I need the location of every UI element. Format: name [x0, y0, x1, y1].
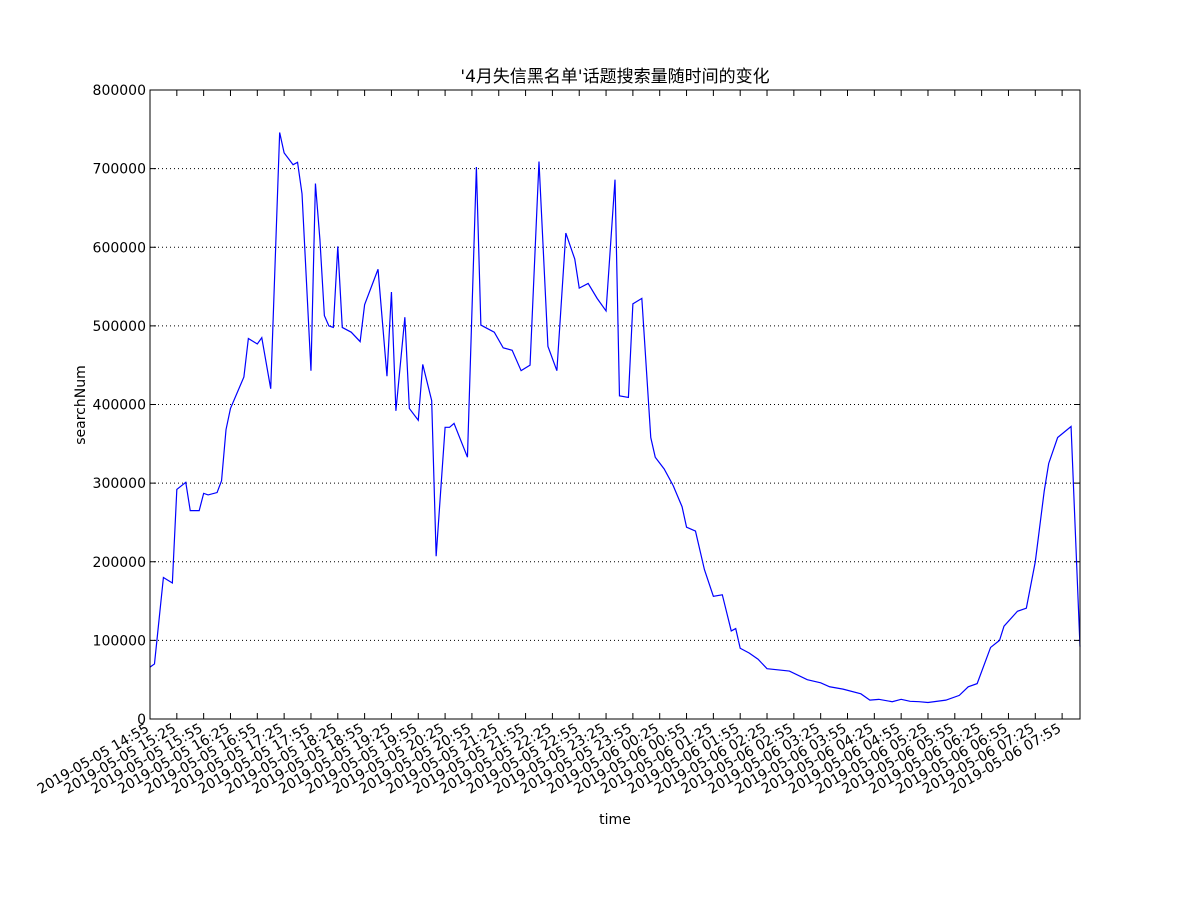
- y-tick-label: 600000: [93, 240, 146, 256]
- y-tick-label: 700000: [93, 162, 146, 178]
- y-tick-label: 400000: [93, 398, 146, 414]
- data-line: [149, 132, 1081, 704]
- y-tick-label: 200000: [93, 555, 146, 571]
- y-tick-label: 300000: [93, 476, 146, 492]
- y-tick-label: 100000: [93, 633, 146, 649]
- plot-frame: [149, 89, 1081, 720]
- y-tick-label: 500000: [93, 319, 146, 335]
- y-tick-label: 0: [137, 712, 146, 728]
- y-axis-label: searchNum: [73, 365, 89, 445]
- chart-title: '4月失信黑名单'话题搜索量随时间的变化: [460, 67, 769, 87]
- x-axis-label: time: [599, 812, 631, 828]
- y-tick-label: 800000: [93, 83, 146, 99]
